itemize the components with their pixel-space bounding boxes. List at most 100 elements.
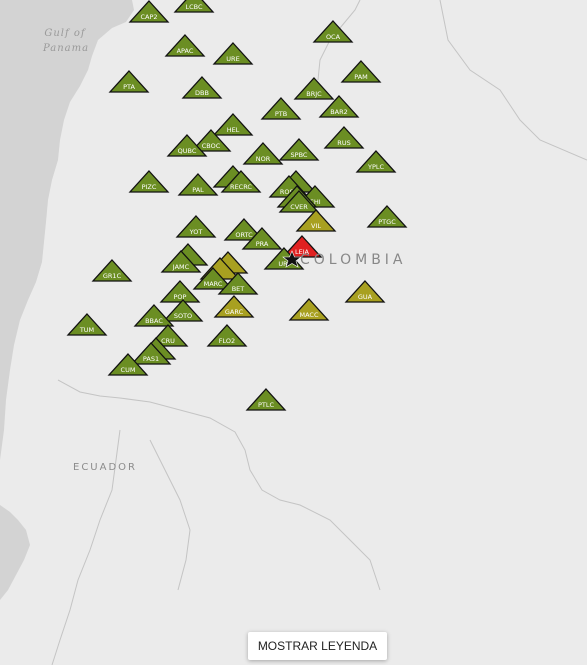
station-marker[interactable]: PTA	[108, 70, 150, 93]
station-marker[interactable]: OCA	[312, 20, 354, 43]
station-marker[interactable]: GUA	[344, 280, 386, 303]
station-code: YOT	[189, 228, 203, 236]
station-marker[interactable]: YPLC	[355, 150, 397, 173]
station-marker[interactable]: VIL	[295, 209, 337, 232]
station-marker[interactable]: MARC	[192, 267, 234, 290]
station-code: MACC	[299, 311, 318, 319]
station-triangle-icon	[220, 170, 262, 193]
station-code: PAM	[354, 73, 368, 81]
station-code: GARC	[225, 308, 244, 316]
station-code: PTGC	[378, 218, 396, 226]
station-code: BRJC	[306, 90, 322, 98]
station-marker[interactable]: QUBC	[166, 134, 208, 157]
station-marker[interactable]: TUM	[66, 313, 108, 336]
station-marker[interactable]: PTLC	[245, 388, 287, 411]
station-triangle-icon	[206, 324, 248, 347]
station-code: HEL	[227, 126, 240, 134]
station-triangle-icon	[260, 97, 302, 120]
station-marker[interactable]: URE	[212, 42, 254, 65]
station-marker[interactable]: SOTO	[162, 299, 204, 322]
station-code: URE	[226, 55, 239, 63]
station-triangle-icon	[164, 34, 206, 57]
station-code: MARC	[204, 280, 223, 288]
station-code: TUM	[79, 326, 94, 334]
station-marker[interactable]: BET	[217, 272, 259, 295]
station-marker[interactable]: PRA	[241, 227, 283, 250]
station-marker[interactable]: MACC	[288, 298, 330, 321]
station-triangle-icon	[323, 126, 365, 149]
pacific-ocean	[0, 0, 134, 460]
station-triangle-icon	[355, 150, 397, 173]
station-marker[interactable]: CAP2	[128, 0, 170, 23]
station-code: BBAC	[145, 317, 163, 325]
station-marker[interactable]: ORTC	[223, 218, 265, 241]
station-triangle-icon	[212, 113, 254, 136]
station-triangle-icon	[212, 42, 254, 65]
station-triangle-icon	[133, 304, 175, 327]
station-code: URI	[278, 260, 289, 268]
station-code: ROSC	[280, 188, 299, 196]
station-code: GUA	[358, 293, 373, 301]
station-marker[interactable]: APAC	[164, 34, 206, 57]
station-code: CBOC	[202, 142, 221, 150]
station-triangle-icon	[130, 342, 172, 365]
station-triangle-icon	[245, 388, 287, 411]
station-marker[interactable]: PIZC	[128, 170, 170, 193]
show-legend-button[interactable]: MOSTRAR LEYENDA	[248, 632, 387, 660]
station-code: SOTO	[174, 312, 192, 320]
colombia-label: COLOMBIA	[300, 252, 407, 268]
station-marker[interactable]: CBOC	[190, 129, 232, 152]
station-triangle-icon	[278, 138, 320, 161]
station-marker[interactable]: NOR	[242, 142, 284, 165]
station-marker[interactable]: SPBC	[278, 138, 320, 161]
station-marker[interactable]: CUM	[107, 353, 149, 376]
station-marker[interactable]: GR1C	[91, 259, 133, 282]
station-triangle-icon	[166, 134, 208, 157]
station-marker[interactable]: RUS	[323, 126, 365, 149]
station-triangle-icon	[159, 280, 201, 303]
gulf-label-line2: Panama	[42, 43, 90, 54]
station-marker[interactable]: RECRC	[220, 170, 262, 193]
station-code: CVER	[290, 203, 308, 211]
station-marker[interactable]: CVER	[278, 190, 320, 213]
station-triangle-icon	[213, 295, 255, 318]
station-code: RUS	[337, 139, 350, 147]
station-code: CHI	[309, 198, 320, 206]
station-triangle-icon	[190, 129, 232, 152]
station-triangle-icon	[318, 95, 360, 118]
station-code: SPBC	[291, 151, 308, 159]
station-triangle-icon	[177, 173, 219, 196]
station-marker[interactable]: FLO2	[206, 324, 248, 347]
station-marker[interactable]: PAS1	[130, 342, 172, 365]
station-triangle-icon	[278, 190, 320, 213]
station-code: RECRC	[230, 183, 252, 191]
station-triangle-icon	[241, 227, 283, 250]
station-code: CRU	[161, 337, 175, 345]
station-marker[interactable]: BRJC	[293, 77, 335, 100]
station-marker[interactable]: HEL	[212, 113, 254, 136]
station-marker[interactable]: PAL	[177, 173, 219, 196]
station-marker[interactable]: JAMC	[160, 250, 202, 273]
station-marker[interactable]: GARC	[213, 295, 255, 318]
station-marker[interactable]: PAM	[340, 60, 382, 83]
station-code: BET	[232, 285, 245, 293]
station-triangle-icon	[366, 205, 408, 228]
station-marker[interactable]: BAR2	[318, 95, 360, 118]
station-marker[interactable]: PTGC	[366, 205, 408, 228]
station-marker[interactable]: BBAC	[133, 304, 175, 327]
station-code: LCBC	[185, 3, 203, 11]
station-marker[interactable]: YOT	[175, 215, 217, 238]
pacific-ocean-south	[0, 505, 30, 600]
station-marker[interactable]: DBB	[181, 76, 223, 99]
station-code: YPLC	[367, 163, 385, 171]
station-code: CAP2	[140, 13, 157, 21]
station-marker[interactable]: POP	[159, 280, 201, 303]
station-code: APAC	[177, 47, 194, 55]
station-marker[interactable]: PTB	[260, 97, 302, 120]
station-code: POP	[174, 293, 187, 301]
station-code: OCA	[326, 33, 341, 41]
station-triangle-icon	[340, 60, 382, 83]
station-code: ORTC	[235, 231, 253, 239]
station-marker[interactable]: LCBC	[173, 0, 215, 13]
